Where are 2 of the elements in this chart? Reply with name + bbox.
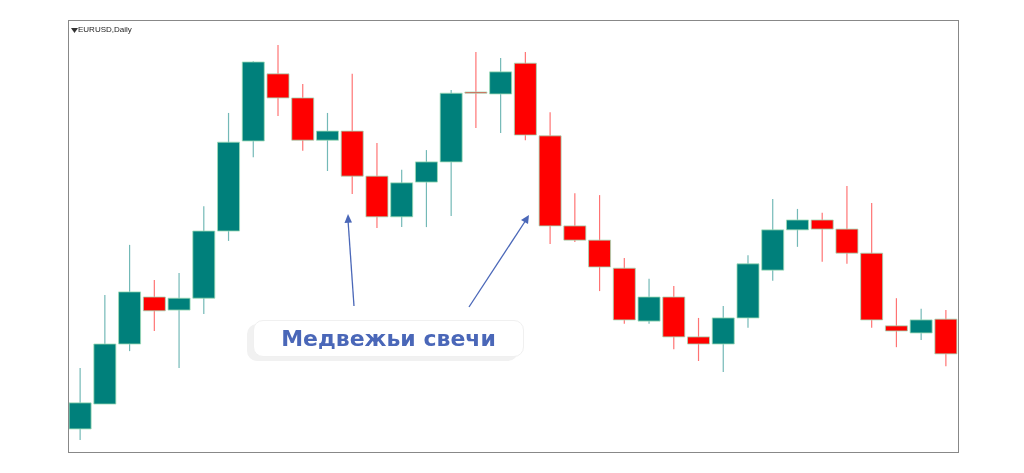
chart-title: EURUSD,Daily (78, 25, 132, 35)
annotation: Медвежьи свечи (253, 320, 524, 357)
